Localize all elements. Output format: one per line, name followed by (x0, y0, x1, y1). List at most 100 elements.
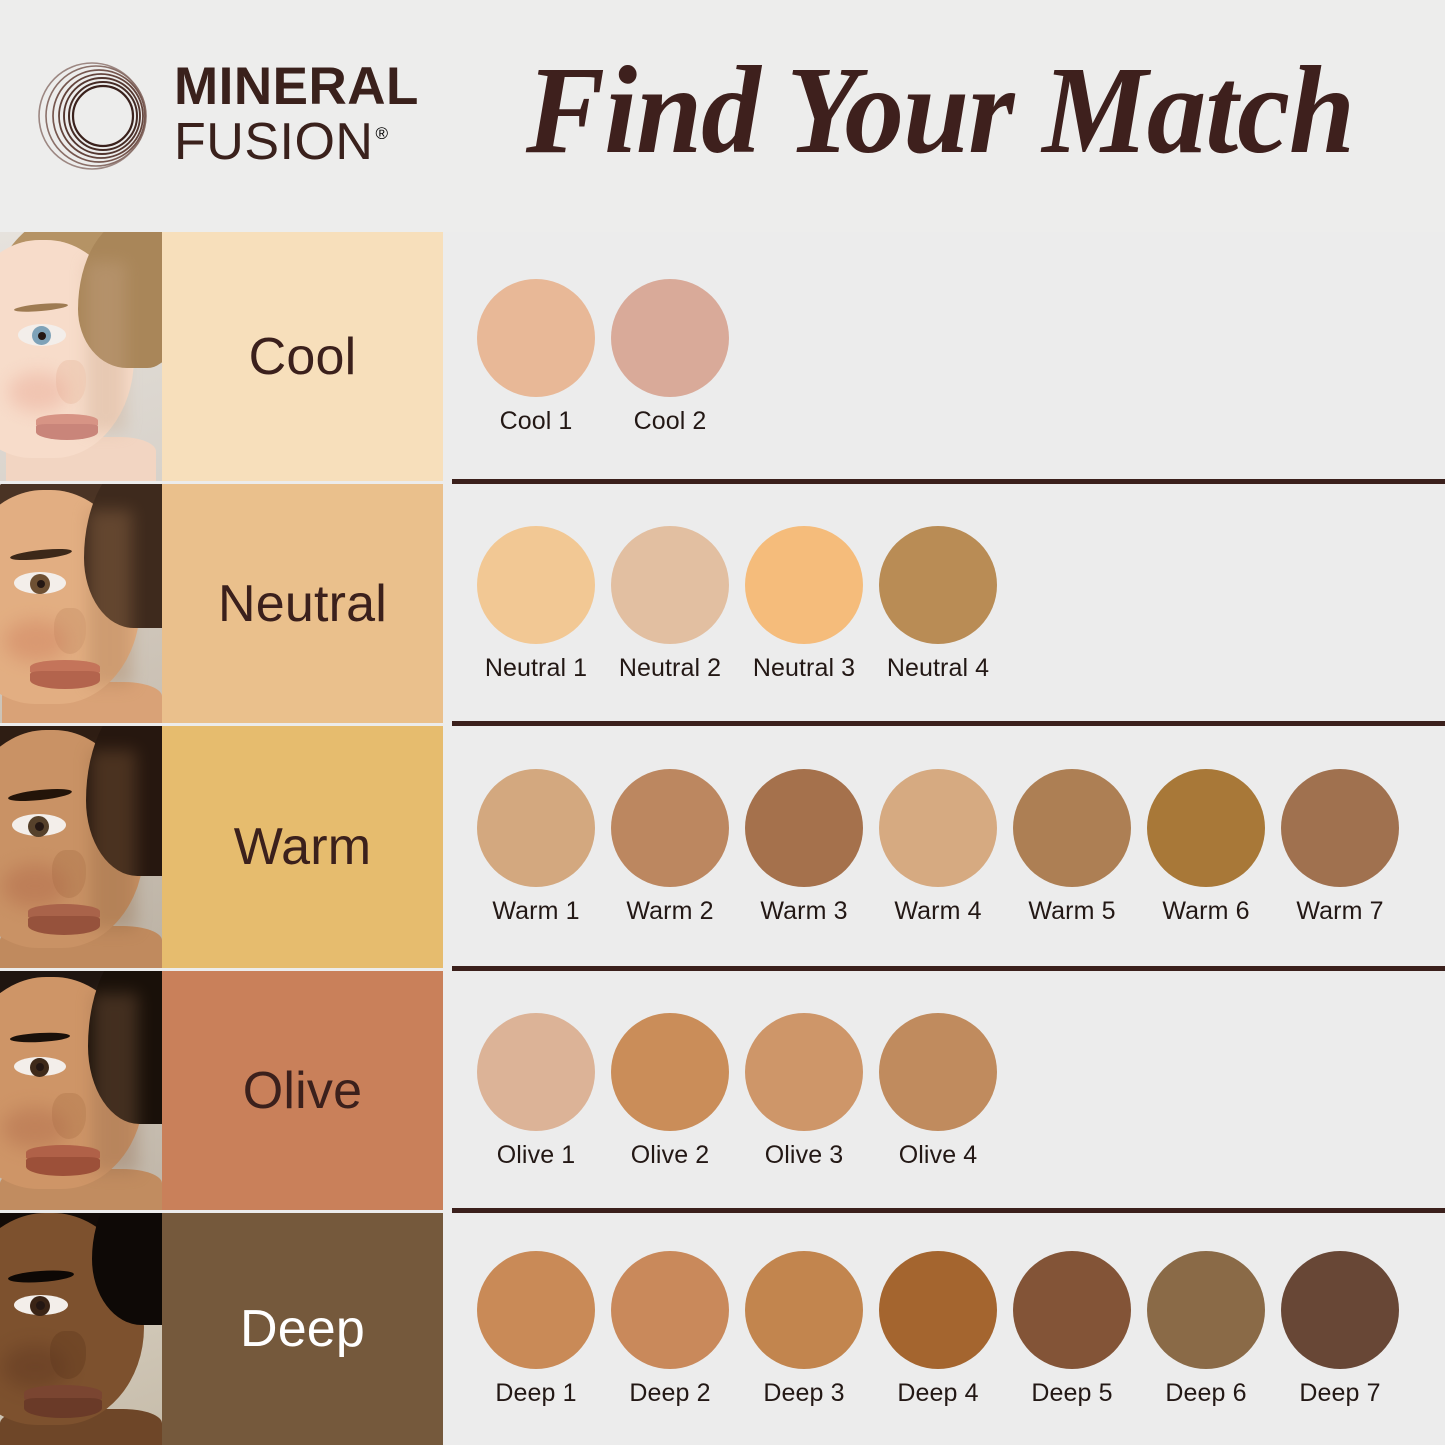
shade-swatch[interactable]: Warm 5 (1005, 769, 1139, 925)
table-row-deep: Deep Deep 1 Deep 2 Deep 3 (0, 1213, 1445, 1445)
row-divider (452, 966, 1445, 971)
shade-swatches-deep: Deep 1 Deep 2 Deep 3 Deep 4 (443, 1213, 1445, 1445)
undertone-label-warm: Warm (162, 726, 443, 968)
portrait-cool (0, 232, 162, 481)
shade-color-dot (745, 525, 863, 644)
table-row-olive: Olive Olive 1 Olive 2 Olive 3 (0, 971, 1445, 1210)
undertone-name: Neutral (217, 574, 388, 633)
shade-color-dot (611, 769, 729, 887)
undertone-name: Warm (233, 818, 372, 876)
shade-color-dot (1281, 769, 1399, 887)
shade-label: Warm 5 (1028, 897, 1116, 925)
shade-label: Neutral 2 (618, 653, 722, 682)
registered-trademark-icon: ® (375, 123, 388, 143)
shade-color-dot (477, 1012, 595, 1131)
shade-label: Neutral 3 (752, 653, 856, 682)
shade-swatch[interactable]: Neutral 2 (603, 525, 737, 682)
shade-swatch[interactable]: Neutral 1 (469, 525, 603, 682)
page-title: Find Your Match (525, 42, 1355, 180)
shade-color-dot (745, 1251, 863, 1369)
shade-label: Warm 4 (894, 897, 982, 925)
shade-label: Warm 2 (626, 897, 714, 925)
shade-color-dot (477, 1251, 595, 1369)
shade-swatch[interactable]: Deep 7 (1273, 1251, 1407, 1407)
shade-color-dot (879, 525, 997, 644)
undertone-name: Deep (239, 1300, 366, 1358)
undertone-label-deep: Deep (162, 1213, 443, 1445)
portrait-neutral (0, 484, 162, 723)
shade-label: Deep 4 (897, 1379, 979, 1407)
shade-color-dot (1013, 769, 1131, 887)
shade-label: Deep 3 (763, 1379, 845, 1407)
shade-swatch[interactable]: Warm 6 (1139, 769, 1273, 925)
shade-swatch[interactable]: Deep 2 (603, 1251, 737, 1407)
shade-label: Deep 7 (1299, 1379, 1381, 1407)
undertone-label-olive: Olive (162, 971, 443, 1210)
shade-label: Deep 2 (629, 1379, 711, 1407)
shade-color-dot (1013, 1251, 1131, 1369)
undertone-label-cool: Cool (162, 232, 443, 481)
portrait-olive (0, 971, 162, 1210)
table-row-cool: Cool Cool 1 Cool 2 (0, 232, 1445, 481)
shade-swatch[interactable]: Deep 1 (469, 1251, 603, 1407)
shade-label: Cool 2 (633, 406, 707, 435)
shade-swatch[interactable]: Warm 1 (469, 769, 603, 925)
shade-swatch[interactable]: Olive 4 (871, 1012, 1005, 1169)
shade-swatch[interactable]: Cool 1 (469, 278, 603, 435)
shade-swatch[interactable]: Warm 2 (603, 769, 737, 925)
shade-color-dot (745, 769, 863, 887)
shade-label: Olive 4 (898, 1140, 978, 1169)
shade-color-dot (477, 525, 595, 644)
shade-match-table: Cool Cool 1 Cool 2 (0, 232, 1445, 1445)
shade-color-dot (1281, 1251, 1399, 1369)
undertone-label-neutral: Neutral (162, 484, 443, 723)
undertone-name: Olive (242, 1061, 363, 1120)
shade-swatch[interactable]: Deep 4 (871, 1251, 1005, 1407)
shade-color-dot (611, 1012, 729, 1131)
shade-swatch[interactable]: Olive 3 (737, 1012, 871, 1169)
shade-label: Olive 2 (630, 1140, 710, 1169)
shade-swatch[interactable]: Deep 5 (1005, 1251, 1139, 1407)
brand-name-line2: FUSION (174, 113, 374, 171)
shade-swatch[interactable]: Deep 3 (737, 1251, 871, 1407)
shade-label: Warm 7 (1296, 897, 1384, 925)
shade-label: Warm 1 (492, 897, 580, 925)
shade-color-dot (477, 769, 595, 887)
shade-label: Deep 5 (1031, 1379, 1113, 1407)
undertone-name: Cool (248, 327, 357, 386)
shade-label: Warm 3 (760, 897, 848, 925)
shade-label: Olive 3 (764, 1140, 844, 1169)
shade-swatch[interactable]: Olive 1 (469, 1012, 603, 1169)
shade-swatch[interactable]: Warm 4 (871, 769, 1005, 925)
shade-swatches-neutral: Neutral 1 Neutral 2 Neutral 3 Neutral 4 (443, 484, 1445, 723)
shade-swatch[interactable]: Cool 2 (603, 278, 737, 435)
row-divider (452, 1208, 1445, 1213)
brand-wordmark: MINERAL FUSION ® (174, 60, 434, 172)
portrait-deep (0, 1213, 162, 1445)
shade-swatch[interactable]: Warm 3 (737, 769, 871, 925)
shade-color-dot (879, 769, 997, 887)
brand-name-line1: MINERAL (174, 57, 419, 116)
shade-color-dot (879, 1251, 997, 1369)
shade-swatch[interactable]: Warm 7 (1273, 769, 1407, 925)
concentric-rings-logo-icon (28, 58, 160, 174)
shade-color-dot (745, 1012, 863, 1131)
shade-swatch[interactable]: Neutral 4 (871, 525, 1005, 682)
shade-label: Warm 6 (1162, 897, 1250, 925)
table-row-warm: Warm Warm 1 Warm 2 Warm 3 (0, 726, 1445, 968)
shade-swatches-cool: Cool 1 Cool 2 (443, 232, 1445, 481)
shade-swatch[interactable]: Olive 2 (603, 1012, 737, 1169)
brand-logo: MINERAL FUSION ® (28, 58, 428, 174)
shade-swatch[interactable]: Neutral 3 (737, 525, 871, 682)
shade-label: Deep 1 (495, 1379, 577, 1407)
shade-label: Olive 1 (496, 1140, 576, 1169)
portrait-warm (0, 726, 162, 968)
shade-color-dot (1147, 769, 1265, 887)
shade-swatch[interactable]: Deep 6 (1139, 1251, 1273, 1407)
shade-color-dot (611, 278, 729, 397)
table-row-neutral: Neutral Neutral 1 Neutral 2 Neutral 3 (0, 484, 1445, 723)
row-divider (452, 721, 1445, 726)
poster-header: MINERAL FUSION ® Find Your Match (0, 0, 1445, 232)
shade-color-dot (611, 525, 729, 644)
